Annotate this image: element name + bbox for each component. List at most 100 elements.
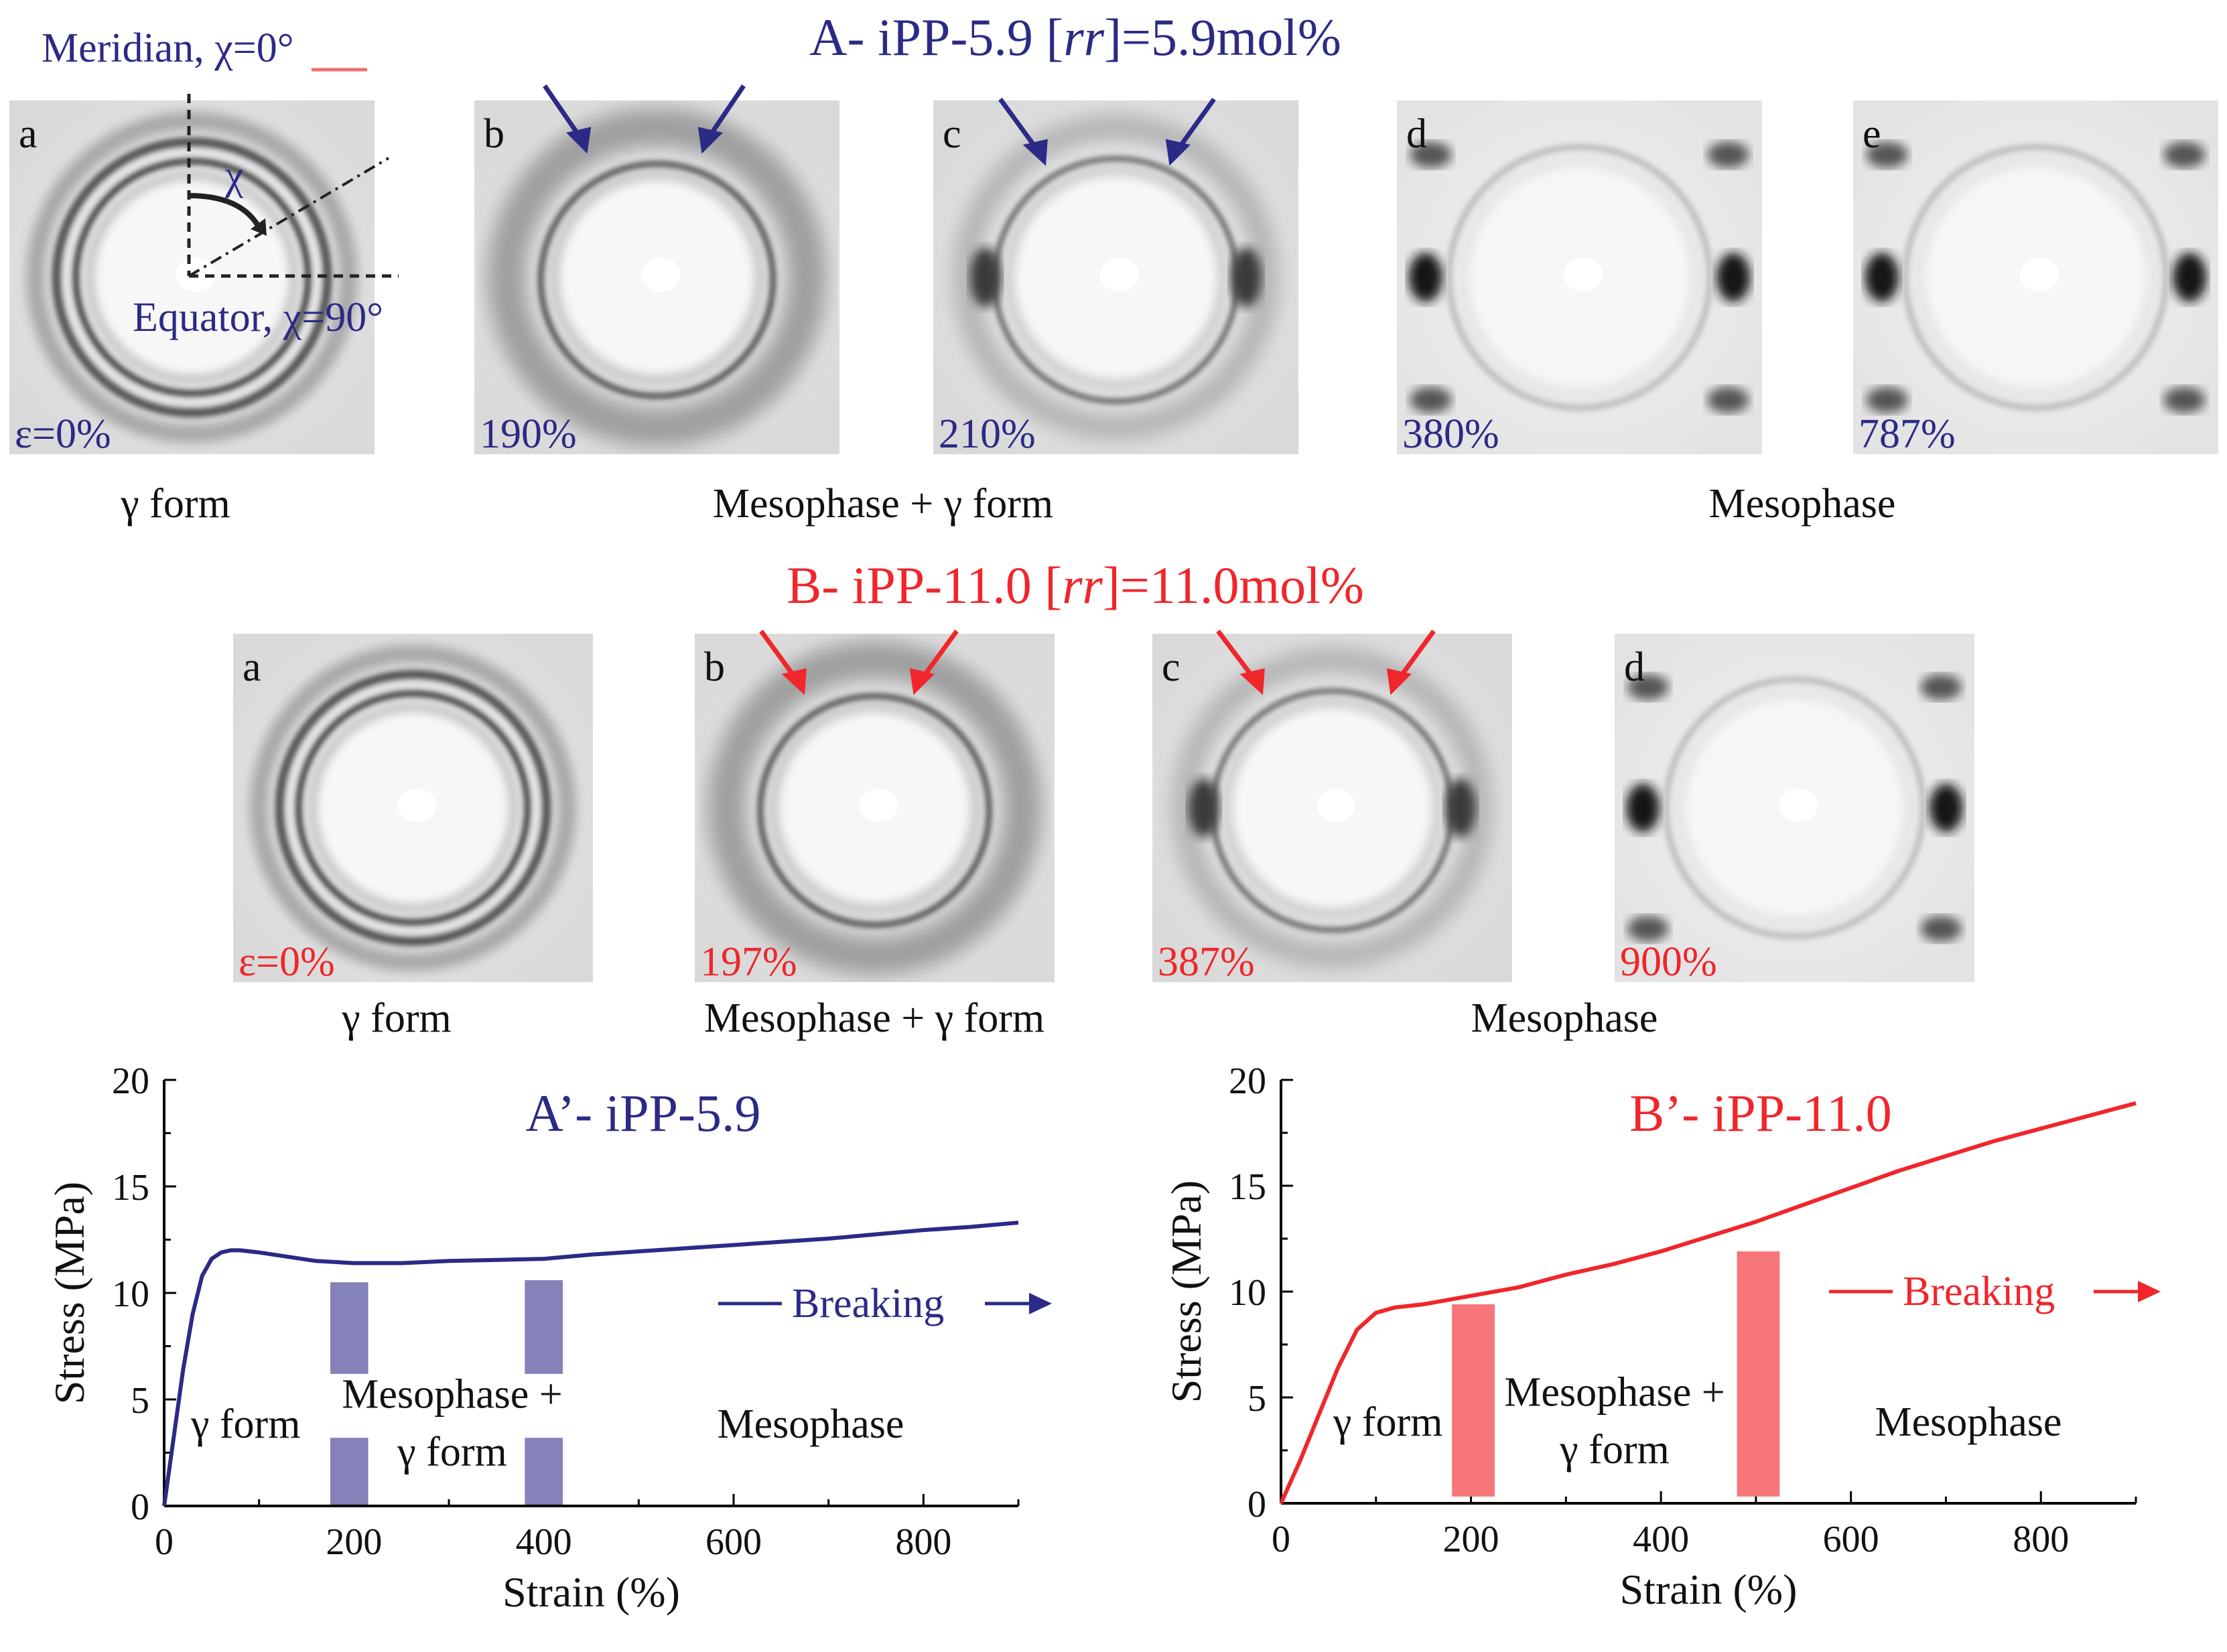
reflection-spot <box>1707 141 1749 168</box>
waxs-pattern-a: a ε=0% <box>9 100 375 457</box>
pattern-strain: ε=0% <box>15 411 111 457</box>
row-a-patterns: a ε=0% b 190% c 210% d 380% e 787% <box>9 100 2218 457</box>
diffraction-ring <box>953 114 1279 441</box>
waxs-pattern-a: a ε=0% <box>233 634 593 985</box>
reflection-spot <box>1410 387 1452 413</box>
beamstop <box>397 788 437 823</box>
y-tick-label: 15 <box>1229 1166 1266 1208</box>
panel-a-title: A- iPP-5.9 [rr]=5.9mol% <box>809 8 1341 66</box>
beamstop <box>859 788 898 823</box>
reflection-spot <box>1626 783 1660 833</box>
diffraction-ring <box>249 644 577 971</box>
pattern-letter: b <box>484 111 504 157</box>
beamstop <box>2020 257 2060 292</box>
waxs-pattern-b: b 190% <box>474 100 839 457</box>
reflection-spot <box>1929 783 1963 833</box>
pattern-strain: ε=0% <box>239 939 335 985</box>
reflection-spot <box>1188 778 1219 838</box>
y-tick-label: 20 <box>1229 1060 1266 1102</box>
pattern-strain: 900% <box>1620 939 1717 985</box>
transition-bar <box>330 1282 368 1374</box>
y-tick-label: 20 <box>112 1060 149 1102</box>
pattern-strain: 380% <box>1402 411 1499 457</box>
diffraction-ring <box>1445 143 1714 411</box>
y-tick-label: 5 <box>1247 1378 1266 1420</box>
y-tick-label: 10 <box>1229 1272 1266 1314</box>
reflection-spot <box>1865 253 1899 302</box>
x-tick-label: 800 <box>895 1521 951 1563</box>
y-axis-label: Stress (MPa) <box>46 1182 93 1404</box>
y-axis-label: Stress (MPa) <box>1162 1180 1210 1403</box>
reflection-spot <box>1445 778 1477 838</box>
transition-bar <box>1452 1304 1495 1497</box>
diffraction-ring <box>295 690 531 926</box>
chart-a-stress-strain: 0 200 400 600 800 0 5 10 15 20 Strain (%) Stress (M… <box>46 1060 1052 1616</box>
y-tick-label: 10 <box>112 1274 149 1315</box>
waxs-pattern-d: d 900% <box>1615 634 1974 985</box>
breaking-arrow-head <box>2138 1281 2161 1302</box>
beamstop <box>1779 788 1818 823</box>
transition-bar <box>330 1438 368 1505</box>
region-label-meso: Mesophase <box>718 1401 904 1447</box>
row-a-arrows <box>543 84 1216 166</box>
chart-title: A’- iPP-5.9 <box>525 1084 760 1142</box>
pattern-strain: 197% <box>700 939 797 985</box>
reflection-spot <box>1408 253 1443 302</box>
beamstop <box>1564 257 1603 292</box>
reflection-spot <box>1627 916 1669 942</box>
panel-b-title: B- iPP-11.0 [rr]=11.0mol% <box>787 556 1364 614</box>
reflection-spot <box>2172 253 2207 302</box>
transition-bar <box>1737 1251 1780 1497</box>
diffraction-ring <box>707 640 1042 975</box>
pattern-strain: 387% <box>1158 939 1255 985</box>
row-b-patterns: a ε=0% b 197% c 387% d 900% <box>233 634 1974 985</box>
stress-strain-curve <box>162 1221 1019 1507</box>
beamstop <box>1317 788 1356 823</box>
reflection-spot <box>1230 247 1262 307</box>
waxs-pattern-c: c 210% <box>933 100 1298 457</box>
transition-bar <box>525 1280 563 1374</box>
meridian-label: Meridian, χ=0° <box>42 25 294 71</box>
pattern-letter: d <box>1406 111 1427 157</box>
region-label-meso-plus: Mesophase + <box>342 1372 562 1418</box>
chi-symbol: χ <box>224 153 244 198</box>
region-label-gamma: γ form <box>190 1401 300 1447</box>
reflection-spot <box>1627 674 1669 700</box>
reflection-spot <box>1920 916 1962 942</box>
equator-label: Equator, χ=90° <box>133 295 383 340</box>
row-b-label-meso-gamma: Mesophase + γ form <box>704 995 1044 1041</box>
x-tick-label: 0 <box>1272 1519 1290 1560</box>
row-b-label-meso: Mesophase <box>1471 995 1658 1041</box>
pattern-letter: c <box>943 111 961 157</box>
diffraction-ring <box>1004 165 1228 390</box>
pattern-strain: 787% <box>1859 411 1956 457</box>
y-tick-label: 15 <box>112 1167 149 1209</box>
region-label-gamma: γ form <box>1333 1399 1442 1445</box>
reflection-spot <box>1707 387 1749 413</box>
chart-b-stress-strain: 0 200 400 600 800 0 5 10 15 20 Strain (%) Stress (M… <box>1162 1060 2161 1613</box>
pattern-letter: b <box>704 644 725 690</box>
diffraction-ring <box>52 137 332 418</box>
row-b-label-gamma: γ form <box>341 995 451 1041</box>
diffraction-ring <box>537 160 777 399</box>
stress-strain-curve <box>1279 1101 2137 1505</box>
waxs-pattern-e: e 787% <box>1853 100 2218 457</box>
x-tick-label: 800 <box>2013 1519 2069 1560</box>
chart-title: B’- iPP-11.0 <box>1629 1084 1892 1142</box>
diffraction-ring <box>1662 676 1927 940</box>
row-b-arrows <box>759 629 1436 695</box>
reflection-spot <box>1920 674 1962 700</box>
diffraction-ring <box>1221 697 1443 918</box>
x-tick-label: 0 <box>155 1521 174 1563</box>
pattern-letter: e <box>1863 111 1881 157</box>
transition-bar <box>525 1438 563 1505</box>
diffraction-ring <box>275 669 551 947</box>
row-a-label-meso-gamma: Mesophase + γ form <box>713 481 1053 527</box>
reflection-spot <box>969 247 1002 307</box>
x-axis-label: Strain (%) <box>502 1568 680 1616</box>
diffraction-ring <box>1171 647 1493 969</box>
reflection-spot <box>2163 141 2206 168</box>
x-tick-label: 400 <box>1633 1519 1689 1560</box>
beamstop <box>1100 257 1140 292</box>
reflection-spot <box>2163 387 2206 413</box>
